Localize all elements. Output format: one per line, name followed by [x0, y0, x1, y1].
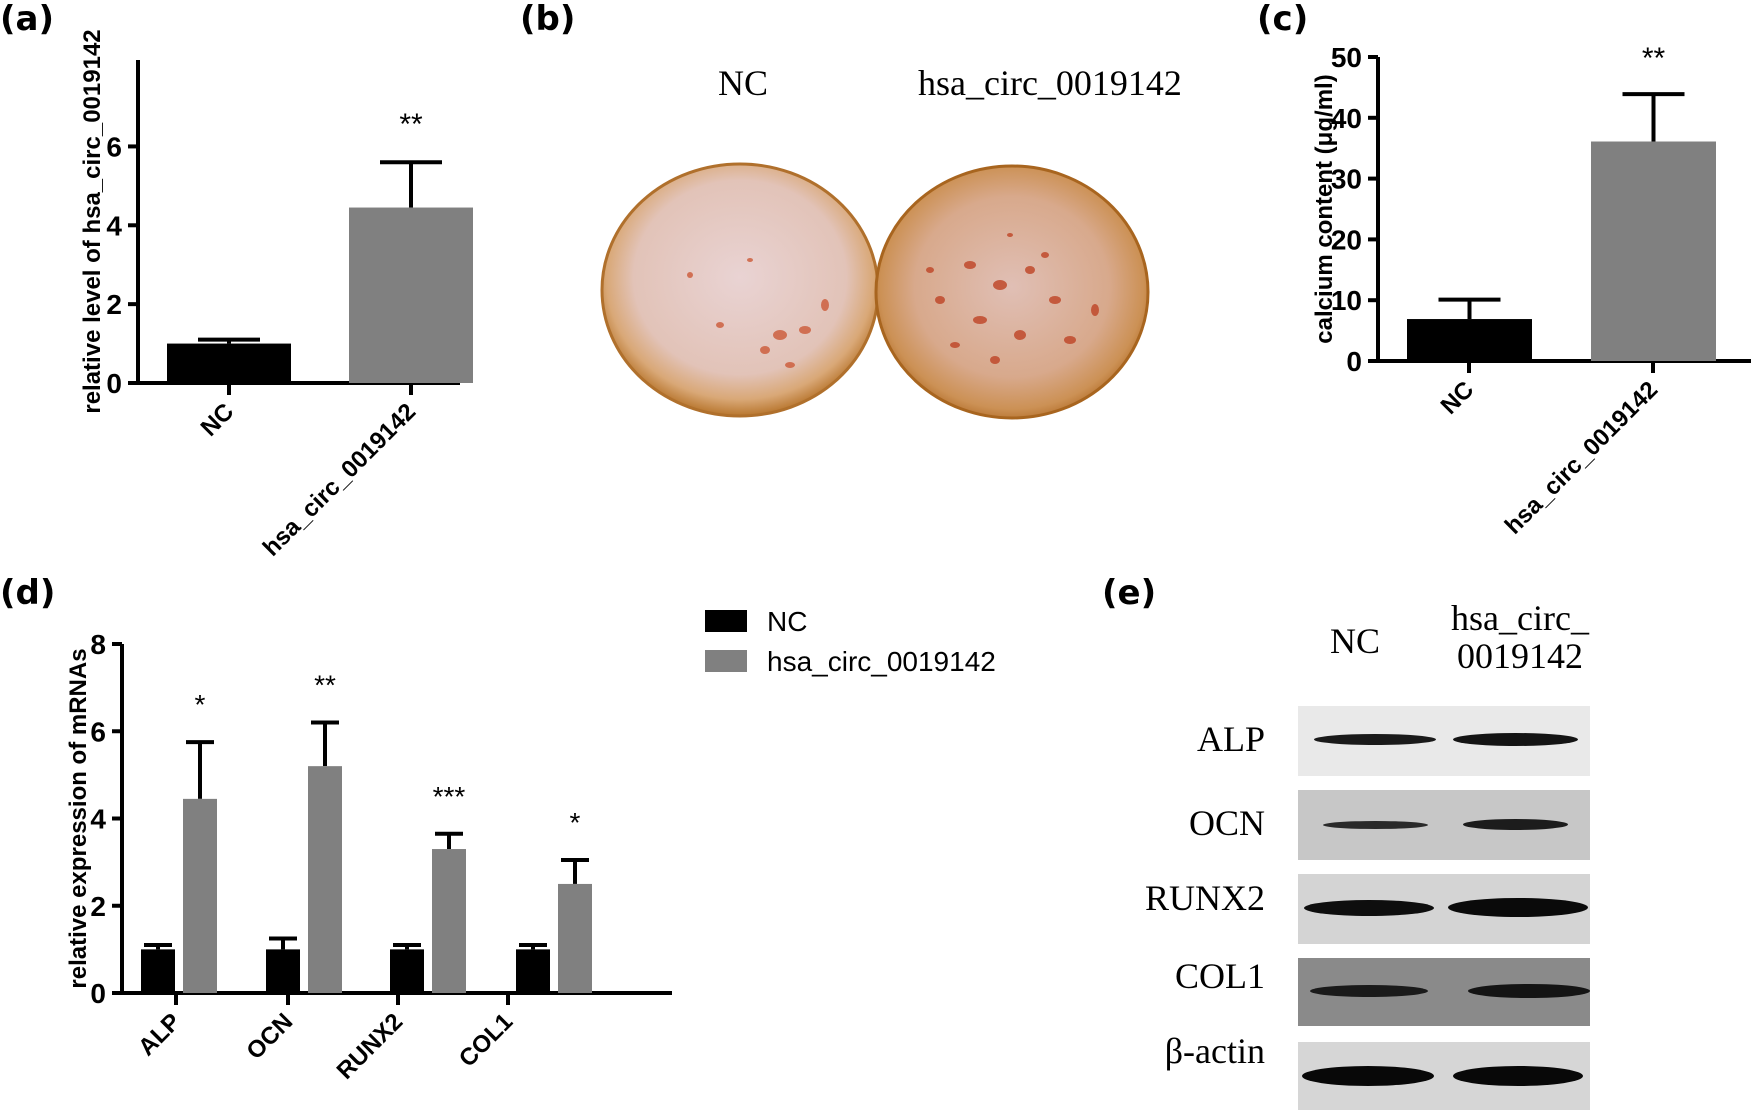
y-tick-label: 0 [90, 978, 106, 1009]
significance-marker: *** [433, 781, 466, 812]
band-alp-hsa [1453, 733, 1578, 746]
legend-swatch [705, 650, 747, 672]
panel-label-d: (d) [0, 573, 56, 613]
x-tick-label: COL1 [454, 1008, 518, 1072]
wb-row-label-actin: β-actin [1164, 1031, 1265, 1071]
band-actin-hsa [1453, 1066, 1583, 1086]
y-tick-label: 0 [1346, 346, 1362, 377]
panel-label-a: (a) [0, 0, 55, 39]
legend-label: NC [767, 606, 807, 637]
wb-row-label-ocn: OCN [1188, 803, 1265, 843]
x-tick-label: NC [1436, 376, 1480, 420]
blot-alp [1298, 706, 1590, 776]
y-tick-label: 6 [90, 716, 106, 747]
band-actin-nc [1302, 1066, 1434, 1086]
y-axis-title: relative expression of mRNAs [65, 648, 92, 988]
panel-label-e: (e) [1102, 573, 1157, 613]
bar [432, 849, 466, 993]
blot-actin [1298, 1042, 1590, 1110]
band-col1-nc [1310, 985, 1428, 997]
bar [1591, 141, 1716, 361]
wb-row-label-alp: ALP [1196, 719, 1265, 759]
y-tick-label: 0 [106, 368, 122, 399]
x-tick-label: hsa_circ_0019142 [1500, 376, 1663, 539]
y-tick-label: 30 [1331, 164, 1362, 195]
y-tick-label: 40 [1331, 103, 1362, 134]
band-runx2-nc [1304, 900, 1434, 916]
panel-label-b: (b) [520, 0, 576, 39]
band-ocn-nc [1323, 821, 1428, 829]
x-tick-label: hsa_circ_0019142 [258, 398, 421, 560]
blot-ocn [1298, 790, 1590, 860]
significance-marker: ** [314, 670, 336, 701]
y-axis-title: relative level of hsa_circ_0019142 [79, 29, 106, 413]
y-tick-label: 50 [1331, 42, 1362, 73]
bar [183, 798, 217, 993]
plate-nc [600, 162, 880, 418]
band-alp-nc [1314, 734, 1436, 745]
band-ocn-hsa [1463, 819, 1568, 830]
y-axis-title: calcium content (μg/ml) [1311, 74, 1338, 343]
x-tick-label: ALP [133, 1008, 186, 1061]
plate-label-nc: NC [718, 63, 769, 103]
significance-marker: ** [399, 108, 423, 141]
bar [141, 949, 175, 993]
x-tick-label: RUNX2 [332, 1008, 409, 1085]
wb-col-hsa-line2: 0019142 [1457, 635, 1583, 676]
bar [558, 883, 592, 993]
significance-marker: ** [1642, 42, 1666, 75]
bar [266, 949, 300, 993]
wb-row-label-col1: COL1 [1175, 956, 1265, 996]
band-col1-hsa [1468, 984, 1590, 998]
wb-col-hsa: hsa_circ_ 0019142 [1440, 598, 1600, 676]
y-tick-label: 8 [90, 629, 106, 660]
legend-label: hsa_circ_0019142 [767, 646, 996, 677]
panel-label-c: (c) [1257, 0, 1309, 39]
significance-marker: * [570, 807, 581, 838]
y-tick-label: 2 [90, 891, 106, 922]
wb-col-nc: NC [1330, 621, 1381, 661]
band-runx2-hsa [1448, 898, 1588, 917]
x-tick-label: NC [196, 398, 240, 442]
legend-swatch [705, 610, 747, 632]
x-tick-label: OCN [241, 1008, 298, 1065]
wb-col-hsa-line1: hsa_circ_ [1451, 598, 1589, 638]
wb-row-label-runx2: RUNX2 [1144, 878, 1265, 918]
y-tick-label: 6 [106, 131, 122, 162]
blot-col1 [1298, 958, 1590, 1026]
bar [1407, 319, 1532, 361]
bar [516, 949, 550, 993]
y-tick-label: 20 [1331, 224, 1362, 255]
significance-marker: * [195, 689, 206, 720]
plate-hsa [874, 164, 1150, 420]
y-tick-label: 2 [106, 289, 122, 320]
blot-runx2 [1298, 874, 1590, 944]
y-tick-label: 4 [90, 804, 106, 835]
bar [390, 949, 424, 993]
y-tick-label: 10 [1331, 285, 1362, 316]
bar [349, 207, 473, 383]
y-tick-label: 4 [106, 210, 122, 241]
alizarin-plates-image [600, 162, 1150, 420]
plate-label-hsa: hsa_circ_0019142 [918, 63, 1182, 103]
bar [167, 343, 291, 383]
bar [308, 766, 342, 993]
